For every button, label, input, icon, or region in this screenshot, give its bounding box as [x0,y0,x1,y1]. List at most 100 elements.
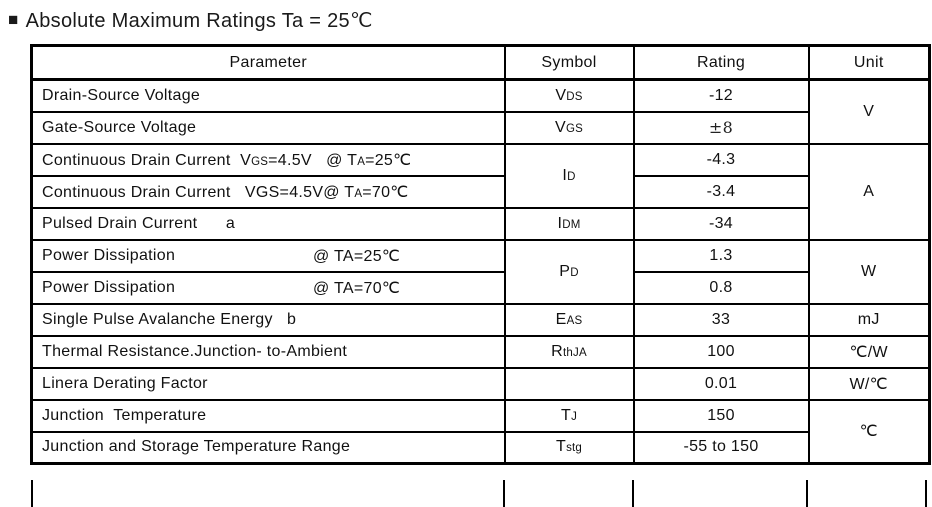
symbol-cell: ID [503,142,635,209]
unit-cell: ℃ [807,398,931,465]
parameter-text: Power Dissipation [42,246,176,264]
condition-text: @ TA=25℃ [313,247,401,265]
symbol-subscript: D [570,266,579,279]
parameter-text: Drain-Source Voltage [42,86,201,104]
header-rating: Rating [632,44,810,81]
rating-cell: ±8 [632,110,810,145]
table-continuation-line [503,480,505,507]
rating-cell: -12 [632,78,810,113]
symbol-cell: Tstg [503,430,635,465]
unit-cell: ℃/W [807,334,931,369]
symbol-subscript: DM [562,218,581,231]
parameter-cell: Continuous Drain Current VGS=4.5V@ TA=70… [30,174,506,209]
parameter-text: =70℃ [362,183,409,201]
rating-cell: 0.01 [632,366,810,401]
header-symbol: Symbol [503,44,635,81]
table-row: Continuous Drain Current VGS=4.5V @ TA=2… [30,142,931,241]
table-row: Gate-Source Voltage VGS ±8 [30,110,930,145]
parameter-cell: Power Dissipation @ TA=70℃ [30,270,506,305]
table-row: Thermal Resistance.Junction- to-Ambient … [30,334,931,369]
rating-cell: -55 to 150 [632,430,810,465]
rating-cell: 0.8 [632,270,810,305]
unit-cell: V [807,78,931,145]
header-parameter: Parameter [30,44,506,81]
section-marker-icon: ■ [8,9,19,29]
parameter-text: Gate-Source Voltage [42,118,197,136]
rating-cell: -3.4 [632,174,810,209]
parameter-cell: Power Dissipation @ TA=25℃ [30,238,506,273]
table-row: Power Dissipation @ TA=70℃ 0.8 [30,270,930,305]
symbol-cell: RthJA [503,334,635,369]
parameter-cell: Single Pulse Avalanche Energy b [30,302,506,337]
parameter-text: Junction Temperature [42,406,207,424]
header-unit: Unit [807,44,931,81]
header-row: Parameter Symbol Rating Unit [30,44,931,81]
parameter-text: Continuous Drain Current VGS=4.5V@ T [42,183,355,201]
parameter-cell: Linera Derating Factor [30,366,506,401]
rating-cell: 33 [632,302,810,337]
symbol-base: T [555,438,567,456]
section-title: ■ Absolute Maximum Ratings Ta = 25℃ [8,6,373,34]
table-continuation-line [632,480,634,507]
symbol-base: I [562,166,568,184]
unit-cell: A [807,142,931,241]
table-row: Power Dissipation @ TA=25℃ PD 1.3 W [30,238,931,305]
symbol-cell: PD [503,238,635,305]
rating-cell: -34 [632,206,810,241]
parameter-subscript: A [354,187,363,200]
symbol-base: V [555,118,566,136]
symbol-cell [503,366,635,401]
rating-cell: -4.3 [632,142,810,177]
symbol-cell: IDM [503,206,635,241]
unit-cell: mJ [807,302,931,337]
symbol-subscript: thJA [563,346,587,359]
rating-cell: 1.3 [632,238,810,273]
table-row: Junction Temperature TJ 150 ℃ [30,398,931,465]
parameter-cell: Junction Temperature [30,398,506,433]
table-row: Drain-Source Voltage VDS -12 V [30,78,931,145]
symbol-subscript: stg [566,442,583,455]
parameter-text: Continuous Drain Current V [42,151,252,169]
absolute-maximum-ratings-table: Parameter Symbol Rating Unit Drain-Sourc… [30,44,931,465]
parameter-text: =25℃ [365,151,412,169]
symbol-base: I [557,214,563,232]
parameter-text: =4.5V @ T [268,151,358,169]
rating-cell: 150 [632,398,810,433]
symbol-base: T [560,406,572,424]
parameter-cell: Continuous Drain Current VGS=4.5V @ TA=2… [30,142,506,177]
symbol-cell: EAS [503,302,635,337]
symbol-base: E [555,310,567,328]
parameter-subscript: GS [251,155,269,168]
symbol-subscript: J [571,410,578,423]
section-title-text: Absolute Maximum Ratings Ta = 25℃ [25,9,373,32]
symbol-cell: TJ [503,398,635,433]
symbol-base: R [551,342,564,360]
condition-text: @ TA=70℃ [313,279,401,297]
unit-cell: W [807,238,931,305]
symbol-subscript: GS [565,122,583,135]
symbol-base: P [559,262,571,280]
parameter-subscript: A [357,155,366,168]
table-row: Pulsed Drain Current a IDM -34 [30,206,930,241]
table-continuation-line [806,480,808,507]
table-row: Single Pulse Avalanche Energy b EAS 33 m… [30,302,931,337]
symbol-subscript: D [567,170,576,183]
parameter-cell: Junction and Storage Temperature Range [30,430,506,465]
parameter-text: Linera Derating Factor [42,374,208,392]
parameter-text: Junction and Storage Temperature Range [42,438,351,456]
table-row: Junction and Storage Temperature Range T… [30,430,930,465]
table-row: Linera Derating Factor 0.01 W/℃ [30,366,931,401]
symbol-cell: VDS [503,78,635,113]
parameter-cell: Thermal Resistance.Junction- to-Ambient [30,334,506,369]
symbol-base: V [555,86,567,104]
table-continuation-line [925,480,927,507]
parameter-cell: Drain-Source Voltage [30,78,506,113]
rating-cell: 100 [632,334,810,369]
unit-cell: W/℃ [807,366,931,401]
parameter-text: Power Dissipation [42,278,176,296]
parameter-cell: Gate-Source Voltage [30,110,506,145]
symbol-subscript: AS [566,314,583,327]
parameter-text: Single Pulse Avalanche Energy b [42,310,297,328]
symbol-cell: VGS [503,110,635,145]
